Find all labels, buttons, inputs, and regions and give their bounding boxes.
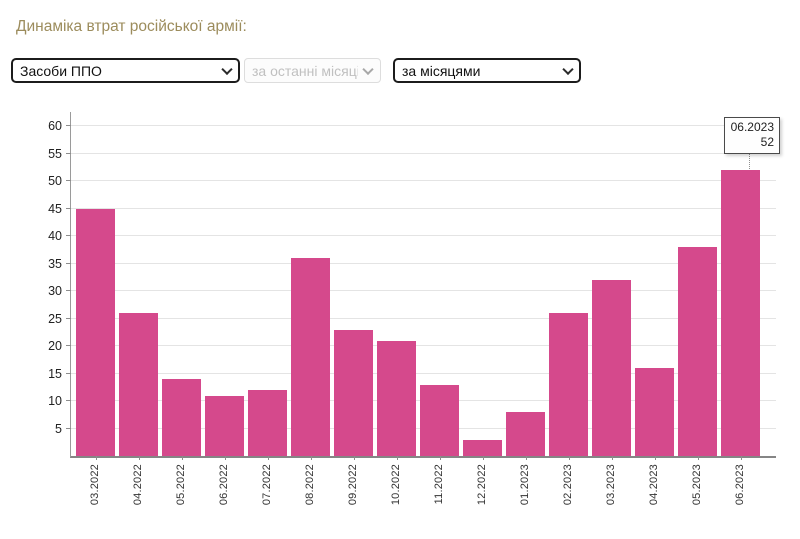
gridline xyxy=(71,180,776,181)
x-axis-label: 06.2023 xyxy=(733,464,746,506)
x-axis-label: 11.2022 xyxy=(432,464,445,505)
x-axis-label: 02.2023 xyxy=(561,464,574,506)
y-axis-tick xyxy=(66,345,71,346)
gridline xyxy=(71,152,776,154)
y-axis-tick xyxy=(66,152,71,154)
x-axis-tick xyxy=(181,456,183,460)
y-axis-label: 20 xyxy=(48,339,62,353)
bar[interactable] xyxy=(420,384,459,456)
bar[interactable] xyxy=(291,258,330,456)
y-axis-tick xyxy=(66,400,71,401)
x-axis-tick xyxy=(224,456,226,460)
y-axis-label: 25 xyxy=(48,311,62,326)
gridline xyxy=(71,317,776,319)
x-axis-tick xyxy=(267,456,269,460)
y-axis-tick xyxy=(66,372,71,374)
x-axis-label: 07.2022 xyxy=(260,464,273,506)
bar[interactable] xyxy=(205,395,244,456)
x-axis-label: 09.2022 xyxy=(346,464,359,506)
bar[interactable] xyxy=(635,368,674,456)
x-axis-label: 12.2022 xyxy=(475,464,488,506)
x-axis-label: 03.2022 xyxy=(88,464,101,506)
x-axis-label: 01.2023 xyxy=(518,464,531,506)
gridline xyxy=(71,290,776,291)
category-select-wrap: Засоби ППО xyxy=(11,58,240,83)
x-axis-tick xyxy=(740,456,742,460)
bar[interactable] xyxy=(76,208,115,456)
x-axis-label: 04.2022 xyxy=(131,464,144,506)
x-axis-tick xyxy=(439,456,441,460)
y-axis-tick xyxy=(66,235,71,236)
bar[interactable] xyxy=(248,390,287,456)
y-axis-tick xyxy=(66,317,71,319)
gridline xyxy=(71,372,776,374)
tooltip-date: 06.2023 xyxy=(730,120,774,134)
tooltip-connector xyxy=(749,152,750,169)
bar[interactable] xyxy=(162,379,201,456)
bar[interactable] xyxy=(377,340,416,456)
bar[interactable] xyxy=(334,329,373,456)
x-axis-tick xyxy=(95,456,97,460)
bar[interactable] xyxy=(506,412,545,456)
y-axis-tick xyxy=(66,125,71,126)
x-axis-tick xyxy=(525,456,527,460)
x-axis-tick xyxy=(697,456,699,460)
gridline xyxy=(71,345,776,346)
y-axis-label: 60 xyxy=(48,119,62,133)
x-axis-label: 08.2022 xyxy=(303,464,316,506)
x-axis-tick xyxy=(611,456,613,460)
y-axis-label: 45 xyxy=(48,201,62,216)
bar[interactable] xyxy=(549,313,588,456)
y-axis-tick xyxy=(66,262,71,264)
x-axis-tick xyxy=(353,456,355,460)
x-axis-tick xyxy=(310,456,312,460)
gridline xyxy=(71,235,776,236)
bar[interactable] xyxy=(592,280,631,456)
gridline xyxy=(71,207,776,209)
page-title: Динаміка втрат російської армії: xyxy=(16,18,247,35)
plot-area: 5 10 15 20 25 30 35 40 45 50 55 60 03.2022 04.2022 05.… xyxy=(48,112,776,505)
y-axis-tick xyxy=(66,180,71,181)
bar[interactable] xyxy=(678,247,717,456)
x-axis-tick xyxy=(568,456,570,460)
x-axis-tick xyxy=(138,456,140,460)
y-axis-tick xyxy=(66,207,71,209)
grouping-select-wrap: за місяцями xyxy=(393,58,581,83)
y-axis-label: 55 xyxy=(48,146,62,161)
category-select[interactable]: Засоби ППО xyxy=(11,58,240,83)
gridline xyxy=(71,262,776,264)
period-select-wrap: за останні місяці xyxy=(244,58,381,83)
bar[interactable] xyxy=(119,313,158,456)
x-axis-label: 05.2023 xyxy=(690,464,703,506)
x-axis-tick xyxy=(482,456,484,460)
y-axis-label: 15 xyxy=(48,366,62,381)
y-axis-label: 5 xyxy=(55,421,62,436)
gridline xyxy=(71,125,776,126)
y-axis-label: 10 xyxy=(48,394,62,408)
y-axis-label: 40 xyxy=(48,229,62,243)
x-axis-label: 04.2023 xyxy=(647,464,660,506)
grouping-select[interactable]: за місяцями xyxy=(393,58,581,83)
chart-tooltip: 06.2023 52 xyxy=(724,117,780,154)
y-axis-tick xyxy=(66,427,71,429)
period-select: за останні місяці xyxy=(244,58,381,83)
y-axis-label: 30 xyxy=(48,284,62,298)
y-axis-tick xyxy=(66,290,71,291)
x-axis-label: 06.2022 xyxy=(217,464,230,506)
x-axis-label: 10.2022 xyxy=(389,464,402,506)
x-axis-label: 03.2023 xyxy=(604,464,617,506)
x-axis-tick xyxy=(396,456,398,460)
bar[interactable] xyxy=(721,170,760,456)
x-axis-tick xyxy=(654,456,656,460)
y-axis-label: 50 xyxy=(48,174,62,188)
x-axis-label: 05.2022 xyxy=(174,464,187,506)
y-axis-label: 35 xyxy=(48,256,62,271)
tooltip-value: 52 xyxy=(760,135,774,149)
bar[interactable] xyxy=(463,439,502,456)
